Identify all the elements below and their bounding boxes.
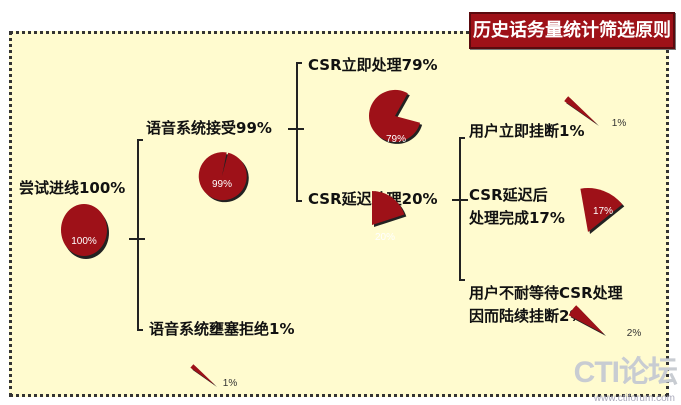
pie-slice [580, 188, 623, 232]
connector-line [288, 128, 304, 130]
pie-csr_delayed: 20% [372, 191, 407, 243]
connector-line [129, 238, 145, 240]
pie-label: 100% [71, 236, 97, 247]
node-delayed-done-line1: CSR延迟后 [469, 186, 548, 204]
connector-line [296, 62, 302, 64]
pie-label: 17% [593, 206, 613, 217]
connector-line [459, 137, 465, 139]
connector-line [459, 137, 461, 281]
pie-impatient: 2% [568, 305, 642, 339]
pie-root: 100% [61, 204, 109, 259]
connector-line [296, 200, 302, 202]
pie-csr_immediate: 79% [368, 89, 423, 145]
node-user-hangup: 用户立即挂断1% [469, 122, 585, 140]
node-impatient-line2: 因而陆续挂断2% [469, 307, 585, 325]
pie-label: 79% [386, 134, 406, 145]
watermark-url: www.ctiforum.com [593, 393, 675, 404]
diagram-panel [9, 31, 669, 397]
connector-line [459, 279, 465, 281]
pie-label: 20% [375, 232, 395, 243]
node-csr-immediate: CSR立即处理79% [308, 56, 438, 74]
pie-slice [368, 89, 421, 142]
watermark-logo: CTI论坛 [573, 356, 678, 389]
node-delayed-done-line2: 处理完成17% [469, 209, 565, 227]
pie-slice [61, 204, 107, 256]
pie-slice [564, 96, 597, 124]
connector-line [137, 139, 143, 141]
pie-slice [568, 305, 604, 334]
pie-rejected: 1% [190, 364, 237, 389]
pie-slice [190, 364, 215, 385]
pie-label: 1% [612, 118, 627, 129]
connector-line [137, 139, 139, 331]
pie-label: 1% [223, 378, 238, 389]
node-root: 尝试进线100% [19, 179, 126, 197]
pie-slice [372, 191, 405, 225]
pie-slice [198, 152, 247, 201]
connector-line [296, 62, 298, 202]
diagram-title: 历史话务量统计筛选原则 [469, 12, 675, 49]
pie-label: 99% [212, 179, 232, 190]
pie-delayed_done: 17% [580, 188, 625, 234]
pie-user_hangup: 1% [564, 96, 626, 129]
connector-line [452, 199, 468, 201]
node-rejected: 语音系统壅塞拒绝1% [149, 320, 295, 338]
connector-line [137, 329, 143, 331]
pie-accepted: 99% [198, 152, 249, 203]
node-impatient-line1: 用户不耐等待CSR处理 [469, 284, 623, 302]
node-accepted: 语音系统接受99% [146, 119, 272, 137]
pie-label: 2% [627, 328, 642, 339]
